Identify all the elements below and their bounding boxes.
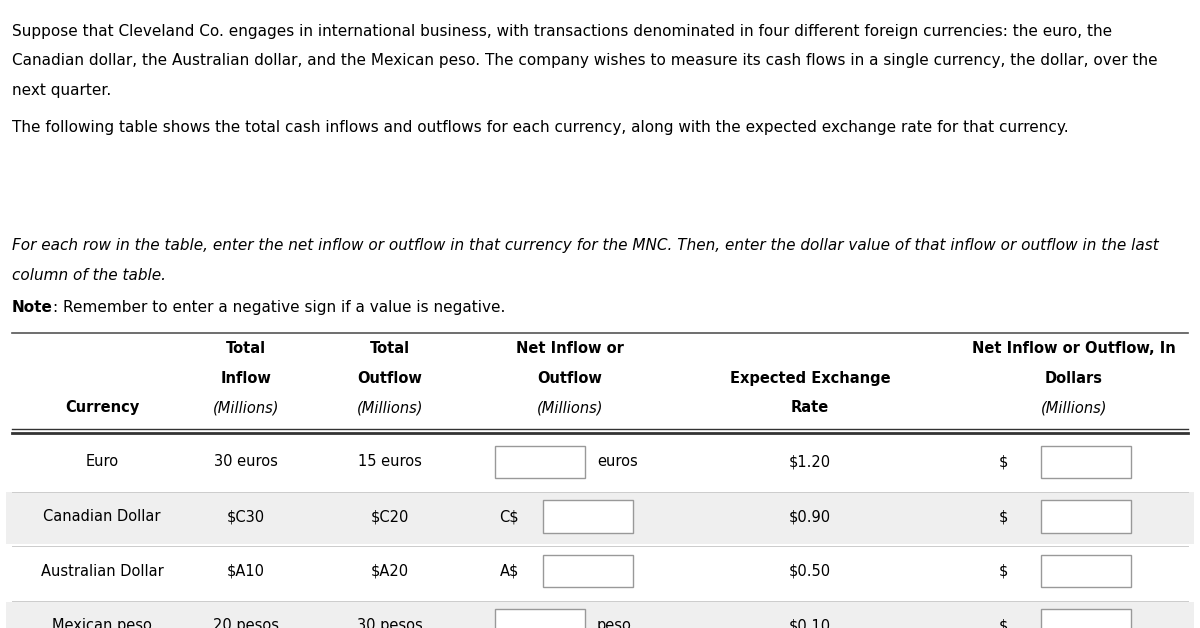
Text: Australian Dollar: Australian Dollar (41, 564, 163, 578)
Text: (Millions): (Millions) (1040, 400, 1108, 415)
Text: Dollars: Dollars (1045, 371, 1103, 386)
Text: : Remember to enter a negative sign if a value is negative.: : Remember to enter a negative sign if a… (53, 300, 505, 315)
Bar (6, 602, 1194, 628)
Text: $0.10: $0.10 (788, 619, 832, 628)
Text: 15 euros: 15 euros (358, 455, 422, 469)
Text: $A10: $A10 (227, 564, 265, 578)
Text: Note: Note (12, 300, 53, 315)
Text: euros: euros (596, 455, 637, 469)
Text: $1.20: $1.20 (788, 455, 832, 469)
Text: Canadian Dollar: Canadian Dollar (43, 509, 161, 524)
Text: peso: peso (596, 619, 632, 628)
Text: 20 pesos: 20 pesos (214, 619, 278, 628)
Text: $: $ (998, 509, 1008, 524)
Bar (1042, 446, 1132, 479)
Text: For each row in the table, enter the net inflow or outflow in that currency for : For each row in the table, enter the net… (12, 238, 1159, 253)
Text: Canadian dollar, the Australian dollar, and the Mexican peso. The company wishes: Canadian dollar, the Australian dollar, … (12, 53, 1158, 68)
Bar (6, 492, 1194, 544)
Text: $: $ (998, 619, 1008, 628)
Text: $C20: $C20 (371, 509, 409, 524)
Bar (496, 610, 586, 628)
Text: $: $ (998, 455, 1008, 469)
Text: Expected Exchange: Expected Exchange (730, 371, 890, 386)
Bar (1042, 610, 1132, 628)
Bar (542, 501, 634, 533)
Bar (6, 438, 1194, 490)
Text: (Millions): (Millions) (212, 400, 280, 415)
Text: 30 euros: 30 euros (214, 455, 278, 469)
Text: Rate: Rate (791, 400, 829, 415)
Text: column of the table.: column of the table. (12, 268, 166, 283)
Text: Mexican peso: Mexican peso (52, 619, 152, 628)
Text: Inflow: Inflow (221, 371, 271, 386)
Text: C$: C$ (499, 509, 520, 524)
Text: Total: Total (370, 341, 410, 356)
Bar (6, 547, 1194, 599)
Text: A$: A$ (499, 564, 520, 578)
Text: 30 pesos: 30 pesos (358, 619, 422, 628)
Bar (542, 555, 634, 588)
Text: Total: Total (226, 341, 266, 356)
Text: Suppose that Cleveland Co. engages in international business, with transactions : Suppose that Cleveland Co. engages in in… (12, 24, 1112, 39)
Text: next quarter.: next quarter. (12, 83, 112, 98)
Bar (496, 446, 586, 479)
Text: $0.50: $0.50 (788, 564, 832, 578)
Text: The following table shows the total cash inflows and outflows for each currency,: The following table shows the total cash… (12, 120, 1069, 135)
Text: Euro: Euro (85, 455, 119, 469)
Text: Outflow: Outflow (538, 371, 602, 386)
Text: Net Inflow or: Net Inflow or (516, 341, 624, 356)
Bar (1042, 501, 1132, 533)
Text: $0.90: $0.90 (788, 509, 832, 524)
Text: $C30: $C30 (227, 509, 265, 524)
Bar (1042, 555, 1132, 588)
Text: Currency: Currency (65, 400, 139, 415)
Text: $: $ (998, 564, 1008, 578)
Text: $A20: $A20 (371, 564, 409, 578)
Text: (Millions): (Millions) (536, 400, 604, 415)
Text: Net Inflow or Outflow, In: Net Inflow or Outflow, In (972, 341, 1176, 356)
Text: (Millions): (Millions) (356, 400, 424, 415)
Text: Outflow: Outflow (358, 371, 422, 386)
